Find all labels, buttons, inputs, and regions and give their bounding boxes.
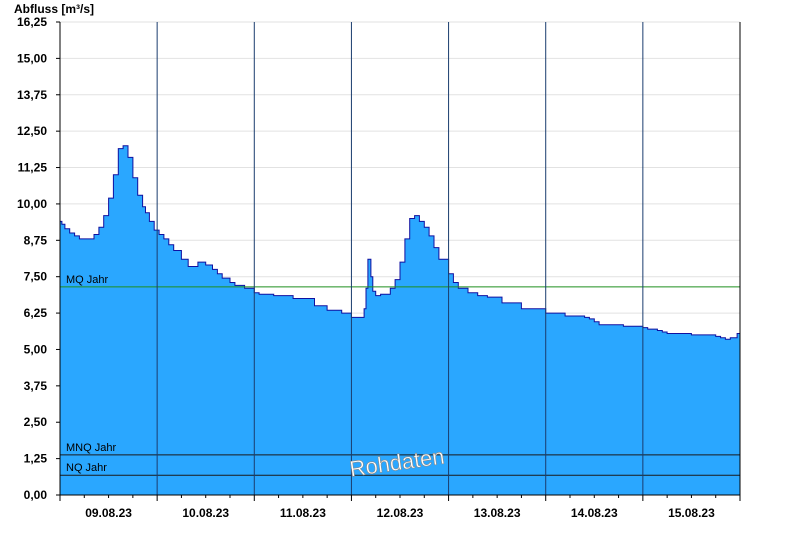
y-tick-label: 6,25: [24, 306, 48, 320]
y-tick-label: 7,50: [24, 270, 48, 284]
x-tick-label: 09.08.23: [85, 506, 132, 520]
y-tick-label: 10,00: [17, 197, 47, 211]
x-axis: 09.08.23 10.08.23 11.08.23 12.08.23 13.08.23…: [59, 495, 741, 520]
x-tick-label: 15.08.23: [668, 506, 715, 520]
x-tick-label: 12.08.23: [377, 506, 424, 520]
x-tick-label: 13.08.23: [474, 506, 521, 520]
reference-label: MNQ Jahr: [66, 442, 116, 454]
y-tick-label: 13,75: [17, 88, 47, 102]
discharge-area: [60, 145, 740, 495]
chart-title: Abfluss [m³/s]: [14, 2, 94, 16]
discharge-line: [60, 145, 740, 340]
discharge-fill: [60, 145, 740, 495]
x-tick-label: 14.08.23: [571, 506, 618, 520]
reference-label: MQ Jahr: [66, 274, 109, 286]
x-tick-label: 10.08.23: [182, 506, 229, 520]
y-tick-label: 1,25: [24, 452, 48, 466]
y-tick-label: 2,50: [24, 415, 48, 429]
y-tick-label: 12,50: [17, 124, 47, 138]
y-axis: 0,00 1,25 2,50 3,75 5,00 6,25 7,50 8,75 10,00 11,…: [17, 15, 60, 502]
y-tick-label: 5,00: [24, 342, 48, 356]
x-tick-label: 11.08.23: [280, 506, 326, 520]
y-tick-label: 3,75: [24, 379, 48, 393]
y-tick-label: 8,75: [24, 233, 48, 247]
y-tick-label: 16,25: [17, 15, 47, 29]
y-tick-label: 15,00: [17, 51, 47, 65]
day-separators: [156, 22, 644, 495]
y-tick-label: 0,00: [24, 488, 48, 502]
reference-lines: MQ Jahr MNQ Jahr NQ Jahr: [60, 274, 740, 476]
reference-label: NQ Jahr: [66, 462, 107, 474]
y-tick-label: 11,25: [18, 161, 48, 175]
